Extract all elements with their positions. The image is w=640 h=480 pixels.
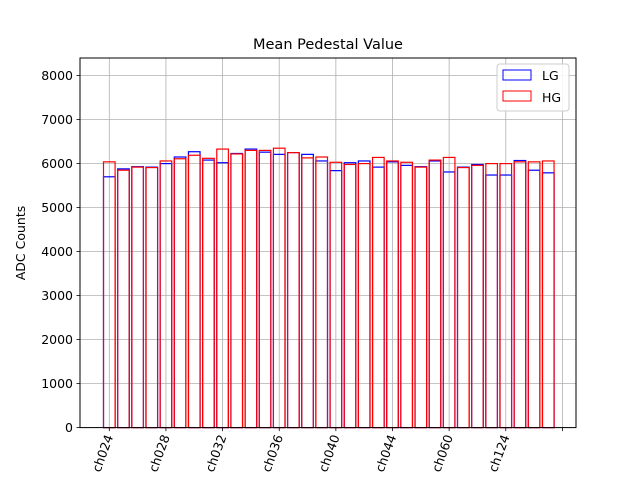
chart-title: Mean Pedestal Value xyxy=(253,37,403,53)
y-tick-label: 8000 xyxy=(41,68,73,83)
y-tick-label: 2000 xyxy=(41,332,73,347)
legend-label-hg: HG xyxy=(542,90,561,105)
legend-label-lg: LG xyxy=(542,68,559,83)
legend: LG HG xyxy=(496,63,570,112)
legend-swatch-lg xyxy=(502,69,532,81)
y-tick-label: 1000 xyxy=(41,376,73,391)
y-tick-label: 0 xyxy=(65,420,73,435)
y-tick-label: 6000 xyxy=(41,156,73,171)
plot-frame xyxy=(79,57,577,429)
y-axis-ticks: 0 1000 2000 3000 4000 5000 6000 7000 8000 xyxy=(41,68,80,435)
y-axis-label: ADC Counts xyxy=(13,206,28,281)
y-tick-label: 4000 xyxy=(41,244,73,259)
legend-swatch-hg xyxy=(502,90,532,102)
legend-frame xyxy=(496,63,570,112)
y-tick-label: 5000 xyxy=(41,200,73,215)
y-tick-label: 7000 xyxy=(41,112,73,127)
y-tick-label: 3000 xyxy=(41,288,73,303)
